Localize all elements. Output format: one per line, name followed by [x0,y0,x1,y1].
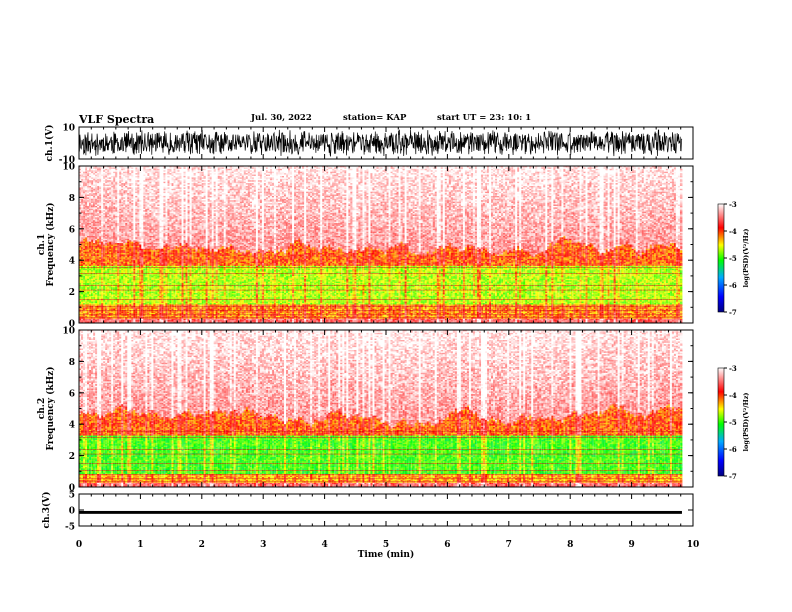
ch2-spec-ytick-label-3: 6 [69,389,75,399]
ch2-spec-colorbar-tick-label-1: -4 [729,391,737,400]
ch3-ytick-label-1: 0 [69,507,75,517]
ch2-spec-colorbar-tick-label-0: -3 [729,364,737,373]
ch1-spec-ytick-label-5: 10 [62,163,75,173]
ch2-spec-colorbar-tick-label-2: -5 [729,418,737,427]
ch1-spec-colorbar-tick-label-4: -7 [729,308,737,317]
ch2-spec-ytick-label-2: 4 [69,421,75,431]
ch1-spec-colorbar-tick-label-3: -6 [729,281,737,290]
ch2-spec-ytick-label-4: 8 [69,358,75,368]
ch2-spec-ylabel-frequency: Frequency (kHz) [45,366,56,450]
ch2-spec-colorbar-label: log(PSD)(V²/Hz) [742,393,750,452]
ch2-spec-colorbar [718,368,724,476]
ch1-spec-ylabel-frequency: Frequency (kHz) [45,202,56,286]
ch1-spec-colorbar [718,204,724,312]
ch1-spec-colorbar-tick-label-2: -5 [729,254,737,263]
ch1-spec-ytick-label-3: 6 [69,225,75,235]
ch3-waveform-line [79,511,682,514]
ch3-ylabel: ch.3(V) [41,492,52,529]
station-label: station= KAP [343,113,406,123]
ch2-spec-speckle-overlay [79,330,682,487]
ch1-ytick-label-0: 10 [62,124,75,134]
ch2-spec-colorbar-tick-label-4: -7 [729,472,737,481]
x-tick-label-9: 9 [628,540,634,550]
ch2-spec-ytick-label-5: 10 [62,327,75,337]
ch1-ylabel: ch.1(V) [44,125,55,162]
ch1-spec-colorbar-tick-label-0: -3 [729,200,737,209]
x-tick-label-2: 2 [199,540,205,550]
ch1-spec-ytick-label-4: 8 [69,194,75,204]
start-ut-label: start UT = 23: 10: 1 [437,113,531,123]
x-tick-label-0: 0 [76,540,82,550]
x-tick-label-8: 8 [567,540,573,550]
ch1-spec-ytick-label-2: 4 [69,257,75,267]
ch1-spec-colorbar-tick-label-1: -4 [729,227,737,236]
ch2-spec-colorbar-tick-label-3: -6 [729,445,737,454]
x-tick-label-1: 1 [137,540,143,550]
chart-title: VLF Spectra [79,113,154,126]
ch3-ytick-label-0: 5 [69,491,75,501]
x-tick-label-5: 5 [383,540,389,550]
x-tick-label-4: 4 [321,540,327,550]
vlf-spectra-figure: 10-10ch.1(V)0246810ch.1 Frequency (kHz) -3… [0,0,792,612]
x-tick-label-3: 3 [260,540,266,550]
ch1-spec-speckle-overlay [79,166,682,323]
x-axis-label: Time (min) [358,549,415,560]
x-tick-label-10: 10 [687,540,700,550]
ch1-spec-colorbar-label: log(PSD)(V²/Hz) [742,229,750,288]
ch1-spec-ytick-label-1: 2 [69,288,75,298]
ch2-spec-ytick-label-1: 2 [69,452,75,462]
x-tick-label-7: 7 [506,540,512,550]
ch3-ytick-label-2: -5 [65,523,75,533]
ch1-waveform-line [79,130,682,157]
date-label: Jul. 30, 2022 [251,113,312,123]
x-tick-label-6: 6 [444,540,450,550]
